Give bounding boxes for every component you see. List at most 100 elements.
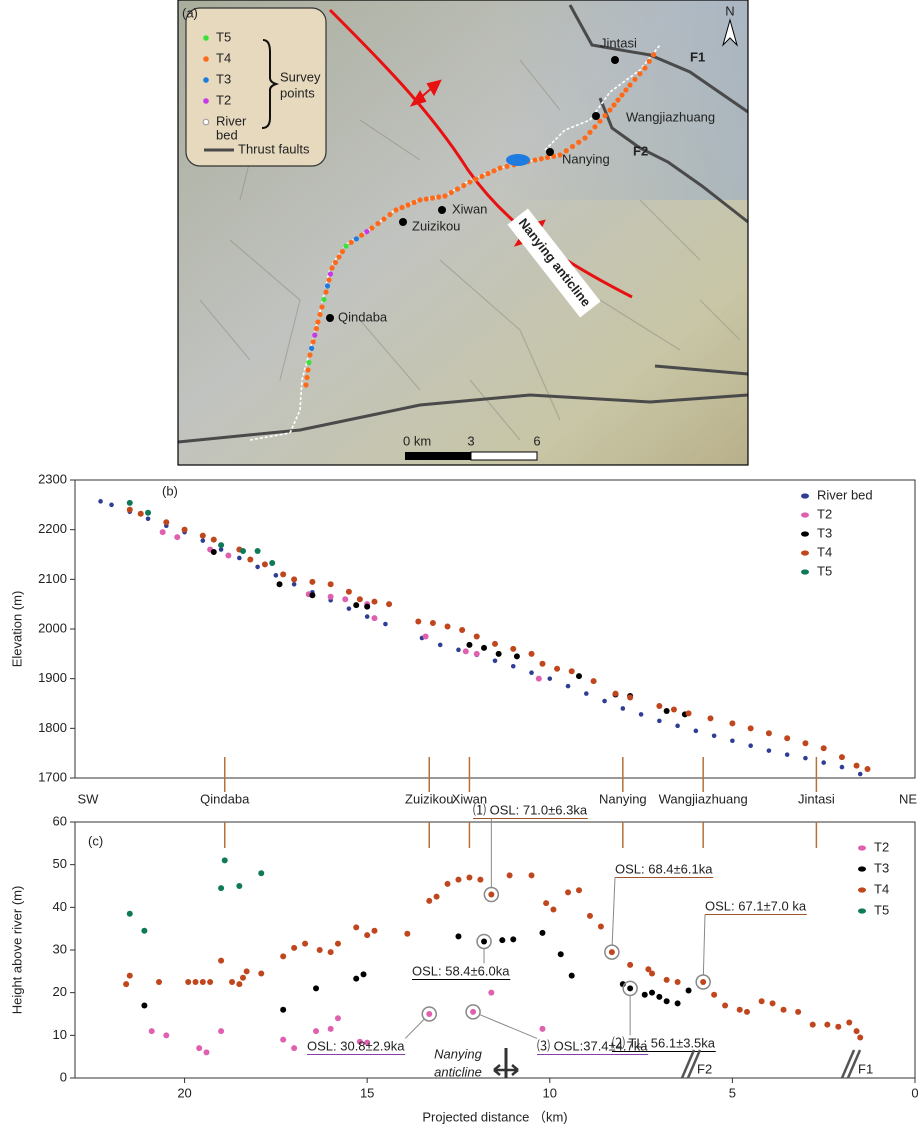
data-point <box>711 992 717 998</box>
data-point <box>576 887 582 893</box>
y-tick-label: 30 <box>53 941 67 956</box>
data-point <box>839 754 845 760</box>
data-point <box>160 529 166 535</box>
y-tick-label: 1900 <box>38 670 67 685</box>
data-point <box>642 992 648 998</box>
data-point <box>656 703 662 709</box>
data-point <box>291 1045 297 1051</box>
y-tick-label: 2000 <box>38 620 67 635</box>
survey-point <box>307 352 312 357</box>
legend-swatch <box>858 866 866 871</box>
data-point <box>613 691 619 697</box>
annotation: OSL: 30.8±2.9ka <box>307 1038 405 1053</box>
data-point <box>474 651 480 657</box>
data-point <box>664 998 670 1004</box>
data-point <box>835 1024 841 1030</box>
data-point <box>639 712 644 717</box>
data-point <box>211 549 217 555</box>
data-point <box>547 676 552 681</box>
data-point <box>488 892 494 898</box>
anticline-label: Nanying <box>434 1046 482 1061</box>
data-point <box>598 924 604 930</box>
location-label: Zuizikou <box>405 791 453 806</box>
data-point <box>156 979 162 985</box>
survey-point <box>449 190 454 195</box>
data-point <box>309 592 315 598</box>
survey-point <box>343 243 348 248</box>
legend-label: River bed <box>817 487 873 502</box>
data-point <box>744 1009 750 1015</box>
survey-point <box>485 171 490 176</box>
y-tick-label: 1800 <box>38 720 67 735</box>
data-point <box>488 990 494 996</box>
survey-point <box>642 65 647 70</box>
data-point <box>455 877 461 883</box>
data-point <box>141 928 147 934</box>
data-point <box>536 676 542 682</box>
data-point <box>138 511 144 517</box>
panel-label: (b) <box>162 483 178 498</box>
data-point <box>386 601 392 607</box>
data-point <box>240 548 246 554</box>
data-point <box>737 1007 743 1013</box>
data-point <box>364 932 370 938</box>
page: (a)T5T4T3T2RiverbedSurveypointsThrust fa… <box>0 0 920 1130</box>
survey-point <box>532 157 537 162</box>
survey-point <box>329 265 334 270</box>
y-tick-label: 20 <box>53 984 67 999</box>
survey-point <box>349 240 354 245</box>
data-point <box>255 565 260 570</box>
legend-group-label: Survey <box>280 69 321 84</box>
data-point <box>163 519 169 525</box>
survey-point <box>602 113 607 118</box>
data-point <box>767 748 772 753</box>
data-point <box>302 941 308 947</box>
legend-swatch <box>203 119 209 125</box>
x-tick-label: 5 <box>729 1085 736 1100</box>
y-tick-label: 1700 <box>38 769 67 784</box>
place-label: Wangjiazhuang <box>626 109 715 124</box>
data-point <box>313 1028 319 1034</box>
data-point <box>584 691 589 696</box>
data-point <box>426 1011 432 1017</box>
survey-point <box>411 200 416 205</box>
data-point <box>365 614 370 619</box>
survey-point <box>417 197 422 202</box>
data-point <box>810 1022 816 1028</box>
fault-label: F2 <box>697 1061 712 1076</box>
data-point <box>781 1007 787 1013</box>
survey-point <box>473 177 478 182</box>
data-point <box>313 985 319 991</box>
data-point <box>423 633 429 639</box>
data-point <box>712 733 717 738</box>
survey-point <box>576 140 581 145</box>
survey-point <box>303 382 308 387</box>
data-point <box>218 542 224 548</box>
data-point <box>280 571 286 577</box>
legend-label: River <box>216 113 247 128</box>
y-tick-label: 2100 <box>38 571 67 586</box>
data-point <box>493 658 498 663</box>
survey-point <box>504 164 509 169</box>
data-point <box>759 998 765 1004</box>
survey-point <box>364 229 369 234</box>
survey-point <box>309 346 314 351</box>
y-tick-label: 0 <box>60 1069 67 1084</box>
survey-point <box>623 87 628 92</box>
legend-group-label: points <box>280 85 315 100</box>
place-label: Zuizikou <box>412 218 460 233</box>
data-point <box>404 931 410 937</box>
scale-bar <box>471 452 537 460</box>
data-point <box>459 627 465 633</box>
annotation: ⑶ OSL:37.4±4.7ka <box>537 1038 648 1053</box>
data-point <box>364 604 370 610</box>
location-label: Jintasi <box>798 791 835 806</box>
data-point <box>565 889 571 895</box>
data-point <box>127 500 133 506</box>
survey-point <box>354 236 359 241</box>
survey-point <box>399 205 404 210</box>
data-point <box>748 743 753 748</box>
legend-label: T5 <box>216 29 231 44</box>
data-point <box>426 898 432 904</box>
survey-point <box>325 283 330 288</box>
